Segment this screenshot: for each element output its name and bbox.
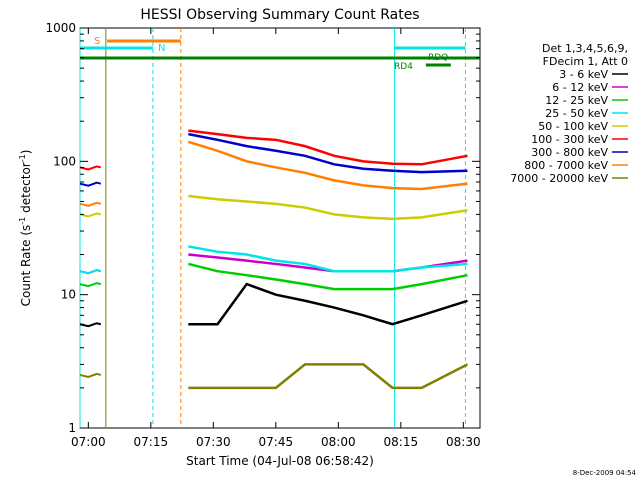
series-line-4 [188, 194, 468, 221]
y-tick-label-3: 1000 [45, 21, 76, 35]
x-tick-label-4: 08:00 [321, 435, 356, 449]
y-axis-label-part1: Count Rate (s [19, 225, 33, 307]
legend-label-0: 3 - 6 keV [559, 68, 608, 81]
footer-timestamp: 8-Dec-2009 04:54 [573, 469, 637, 477]
y-tick-label-1: 10 [61, 288, 76, 302]
y-tick-label-0: 1 [68, 421, 76, 435]
series-early-0 [79, 322, 102, 328]
y-axis-label-part2: detector [19, 162, 33, 217]
x-tick-label-5: 08:15 [384, 435, 419, 449]
series-line-6 [188, 132, 468, 174]
legend-header-1: FDecim 1, Att 0 [543, 55, 628, 68]
y-axis-label-part3: ) [19, 150, 33, 155]
x-tick-label-3: 07:45 [259, 435, 294, 449]
flag-label-s: S [94, 36, 100, 47]
legend-label-1: 6 - 12 keV [552, 81, 608, 94]
series-line-3 [188, 245, 468, 273]
series-line-2 [188, 262, 468, 291]
legend-label-8: 7000 - 20000 keV [510, 172, 608, 185]
y-axis-label-sup2: -1 [18, 154, 27, 162]
legend-header-0: Det 1,3,4,5,6,9, [542, 42, 628, 55]
series-line-8 [188, 363, 469, 390]
y-axis-label: Count Rate (s-1 detector-1) [18, 150, 33, 307]
plot-frame [79, 27, 481, 429]
series-early-2 [79, 282, 102, 288]
y-tick-label-2: 100 [53, 154, 76, 168]
axis-ticks: 07:00 07:15 07:30 07:45 08:00 08:15 08:30 1 10 10… [45, 21, 480, 449]
series-line-0 [188, 282, 468, 326]
chart-title: HESSI Observing Summary Count Rates [140, 7, 419, 23]
legend-label-4: 50 - 100 keV [538, 120, 608, 133]
series-early-6 [79, 181, 102, 187]
flag-label-n: N [158, 43, 165, 54]
legend-label-6: 300 - 800 keV [531, 146, 608, 159]
event-marker-lines [79, 28, 466, 428]
series-early-3 [79, 269, 102, 275]
legend: Det 1,3,4,5,6,9,FDecim 1, Att 03 - 6 keV… [510, 42, 628, 185]
series-early-4 [79, 212, 102, 218]
series-line-5 [188, 129, 468, 166]
x-tick-label-0: 07:00 [71, 435, 106, 449]
x-axis-label: Start Time (04-Jul-08 06:58:42) [186, 454, 374, 468]
series-early-8 [79, 372, 102, 378]
legend-label-3: 25 - 50 keV [545, 107, 608, 120]
series-early-5 [79, 165, 102, 171]
flag-bars [80, 39, 480, 67]
flag-label-rd4: RD4 [394, 62, 413, 72]
legend-label-5: 100 - 300 keV [531, 133, 608, 146]
legend-label-2: 12 - 25 keV [545, 94, 608, 107]
series-early-7 [79, 201, 102, 207]
x-tick-label-6: 08:30 [446, 435, 481, 449]
x-tick-label-2: 07:30 [196, 435, 231, 449]
flag-label-rdq: RDQ [428, 53, 448, 63]
x-tick-label-1: 07:15 [134, 435, 169, 449]
series-lines [79, 129, 469, 390]
y-axis-label-sup1: -1 [18, 217, 27, 225]
series-line-7 [187, 140, 468, 191]
legend-label-7: 800 - 7000 keV [524, 159, 608, 172]
